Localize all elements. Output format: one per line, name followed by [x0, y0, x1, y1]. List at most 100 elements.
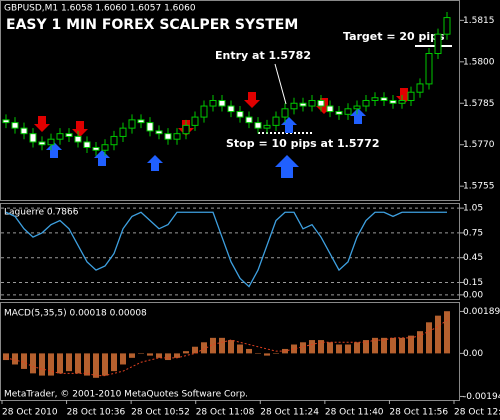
- candle-body: [326, 105, 334, 113]
- candle-body: [344, 108, 352, 115]
- candle-body: [38, 141, 46, 146]
- y-tick-label: 1.5755: [463, 182, 495, 192]
- y-tick-label: 1.5815: [463, 16, 495, 26]
- price-panel: [0, 0, 460, 201]
- candle-body: [398, 100, 406, 104]
- macd-bar: [318, 340, 324, 354]
- candle-body: [263, 124, 271, 129]
- candle-body: [416, 83, 424, 93]
- candle-body: [2, 119, 10, 124]
- candle-body: [407, 91, 415, 102]
- x-tick-label: 28 Oct 11:08: [196, 408, 255, 418]
- macd-bar: [111, 353, 117, 372]
- candle-body: [74, 135, 82, 143]
- macd-bar: [3, 353, 9, 361]
- candle-body: [281, 108, 289, 118]
- macd-bar: [219, 337, 225, 354]
- macd-bar: [237, 344, 243, 354]
- macd-bar: [39, 353, 45, 376]
- macd-bar: [291, 344, 297, 354]
- copyright: MetaTrader, © 2001-2010 MetaQuotes Softw…: [4, 390, 248, 400]
- candle-body: [47, 138, 55, 146]
- y-tick-label: 1.5770: [463, 140, 495, 150]
- candle-body: [182, 124, 190, 135]
- macd-bar: [309, 340, 315, 354]
- y-tick-label: 0.15: [463, 278, 483, 288]
- y-tick-label: 1.5800: [463, 57, 495, 67]
- macd-bar: [66, 353, 72, 372]
- macd-bar: [156, 353, 162, 358]
- buy-arrows: [46, 108, 366, 178]
- x-tick-label: 28 Oct 11:24: [260, 408, 319, 418]
- macd-bar: [93, 353, 99, 378]
- macd-bar: [174, 353, 180, 358]
- candle-body: [155, 130, 163, 135]
- macd-bar: [417, 331, 423, 354]
- candle-body: [389, 100, 397, 104]
- entry-annotation: Entry at 1.5782: [215, 49, 311, 62]
- candle-body: [290, 102, 298, 110]
- laguerre-panel: [0, 203, 460, 300]
- macd-title: MACD(5,35,5) 0.00018 0.00008: [4, 309, 147, 319]
- y-tick-label: 1.5785: [463, 99, 495, 109]
- candle-body: [191, 116, 199, 126]
- x-tick-label: 28 Oct 2010: [2, 408, 58, 418]
- macd-bar: [372, 337, 378, 354]
- y-tick-label: 0.00: [463, 290, 483, 300]
- macd-bar: [300, 342, 306, 354]
- y-tick-label: 0.45: [463, 253, 483, 263]
- macd-bar: [129, 353, 135, 358]
- target-annotation: Target = 20 pips: [343, 30, 445, 43]
- macd-bar: [57, 353, 63, 374]
- candle-body: [272, 116, 280, 126]
- macd-bar: [147, 353, 153, 356]
- candle-body: [92, 146, 100, 151]
- candle-body: [254, 122, 262, 129]
- candle-body: [317, 100, 325, 107]
- x-tick-label: 28 Oct 11:56: [389, 408, 448, 418]
- candle-body: [299, 102, 307, 107]
- x-tick-label: 28 Oct 12:1: [454, 408, 500, 418]
- candle-body: [434, 33, 442, 55]
- candle-body: [425, 53, 433, 85]
- macd-bar: [246, 348, 252, 354]
- macd-bar: [408, 335, 414, 354]
- candle-body: [362, 100, 370, 107]
- macd-bar: [336, 344, 342, 354]
- macd-bar: [75, 353, 81, 374]
- laguerre-title: Laguerre 0.7866: [4, 208, 79, 218]
- macd-bar: [228, 340, 234, 354]
- macd-bar: [138, 353, 144, 354]
- x-tick-label: 28 Oct 10:52: [131, 408, 190, 418]
- macd-bar: [354, 342, 360, 354]
- macd-bar: [444, 311, 450, 354]
- macd-bar: [255, 353, 261, 354]
- candle-body: [218, 100, 226, 107]
- laguerre-line: [5, 211, 447, 288]
- candle-body: [128, 119, 136, 129]
- candle-body: [443, 17, 451, 35]
- macd-bar: [390, 337, 396, 354]
- y-tick-label: -0.00194: [463, 392, 500, 402]
- y-tick-label: 1.05: [463, 204, 483, 214]
- macd-bar: [363, 340, 369, 354]
- candle-body: [200, 105, 208, 118]
- stop-annotation: Stop = 10 pips at 1.5772: [226, 137, 379, 150]
- symbol-header: GBPUSD,M1 1.6058 1.6060 1.6057 1.6060: [4, 4, 196, 14]
- candle-body: [353, 105, 361, 110]
- candle-body: [101, 144, 109, 151]
- macd-bar: [183, 351, 189, 354]
- entry-pointer: [274, 63, 287, 105]
- macd-bar: [165, 353, 171, 361]
- macd-bar: [21, 353, 27, 369]
- macd-bar: [30, 353, 36, 374]
- y-tick-label: 0.75: [463, 228, 483, 238]
- candle-body: [146, 122, 154, 132]
- candle-body: [20, 127, 28, 135]
- candle-body: [245, 116, 253, 124]
- macd-bar: [264, 353, 270, 356]
- candle-body: [380, 97, 388, 102]
- candle-body: [110, 135, 118, 146]
- macd-bar: [192, 346, 198, 354]
